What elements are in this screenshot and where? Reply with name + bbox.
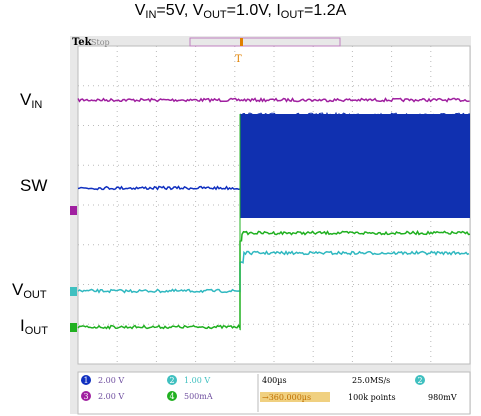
channel-num: 2 xyxy=(169,376,174,385)
ch-marker xyxy=(70,206,77,215)
state: Stop xyxy=(91,38,110,47)
channel-scale: 1.00 V xyxy=(184,376,210,385)
sw-switching xyxy=(240,114,470,218)
channel-num: 4 xyxy=(169,392,174,401)
timebase: 400µs xyxy=(262,376,287,385)
ch-marker xyxy=(70,287,77,296)
page: VIN=5V, VOUT=1.0V, IOUT=1.2A VIN SW VOUT… xyxy=(0,0,481,416)
trigger-marker: T xyxy=(235,54,242,65)
channel-scale: 2.00 V xyxy=(98,392,124,401)
trig-level: 980mV xyxy=(428,393,457,402)
channel-num: 3 xyxy=(83,392,88,401)
record-marker xyxy=(240,38,243,46)
record-length: 100k points xyxy=(348,393,396,402)
channel-scale: 500mA xyxy=(184,392,213,401)
sample-rate: 25.0MS/s xyxy=(352,376,390,385)
ch-marker xyxy=(70,323,77,332)
brand: Tek xyxy=(72,37,93,48)
scope-screen: Tek Stop T 1 2.00 V 2 1.00 V 3 2.00 V 4 500mA 40… xyxy=(0,0,481,416)
channel-num: 1 xyxy=(83,376,88,385)
trig-src: 2 xyxy=(417,376,422,385)
channel-scale: 2.00 V xyxy=(98,376,124,385)
trigger-pos: →360.000µs xyxy=(262,393,311,402)
